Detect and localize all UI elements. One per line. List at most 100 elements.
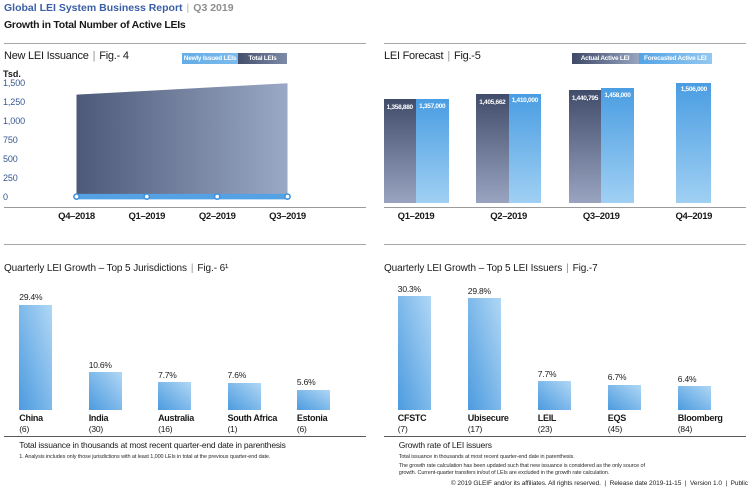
report-header: Global LEI System Business Report | Q3 201…: [4, 3, 234, 14]
fig5-title-text: LEI Forecast: [384, 50, 444, 62]
fig7-note-growth-rate: The growth rate calculation has been upd…: [398, 463, 645, 476]
fig4-ytick-250: 250: [3, 173, 18, 184]
fig4-fig-label: Fig.- 4: [99, 50, 129, 62]
fig7-category-4: Bloomberg: [677, 412, 723, 423]
newly-issued-marker-3: [284, 193, 291, 200]
fig4-ytick-0: 0: [3, 192, 8, 203]
fig6-caption-rule: [4, 436, 366, 437]
fig5-actual-bar-0: 1,358,880: [383, 99, 416, 204]
fig5-actual-value-0: 1,358,880: [386, 103, 414, 111]
fig6-title-pipe: |: [190, 262, 194, 274]
fig5-xlabel-1: Q2–2019: [490, 210, 527, 222]
newly-issued-markers: [73, 193, 291, 200]
fig7-title-text: Quarterly LEI Growth – Top 5 LEI Issuers: [384, 262, 563, 274]
fig6-count-4: (6): [296, 423, 307, 434]
fig4-xlabel-3: Q3–2019: [269, 210, 306, 222]
fig5-forecast-value-1: 1,410,000: [511, 97, 539, 105]
fig5-forecast-bar-0: 1,357,000: [416, 99, 449, 204]
fig7-category-0: CFSTC: [397, 412, 427, 423]
fig7-category-1: Ubisecure: [467, 412, 509, 423]
fig6-category-2: Australia: [158, 412, 194, 423]
fig5-forecast-value-3: 1,506,000: [680, 86, 708, 94]
fig7-note-parenthesis: Total issuance in thousands at most rece…: [398, 454, 575, 460]
fig7-value-1: 29.8%: [467, 285, 491, 296]
fig5-legend-actual: Actual Active LEI: [571, 52, 639, 64]
fig5-xlabel-0: Q1–2019: [397, 210, 435, 222]
fig5-xlabel-2: Q3–2019: [582, 210, 620, 222]
fig5-legend-forecast-label: Forecasted Active LEI: [644, 54, 707, 62]
fig7-top-rule: [384, 244, 746, 246]
fig6-value-2: 7.7%: [158, 369, 177, 380]
fig7-caption-rule: [384, 436, 746, 437]
fig4-area-chart: [73, 83, 291, 200]
fig5-xlabel-3: Q4–2019: [675, 210, 713, 222]
fig4-legend-newly-issued: Newly Issued LEIs: [182, 52, 238, 64]
fig4-ytick-1000: 1,000: [3, 116, 26, 126]
fig6-value-4: 5.6%: [296, 377, 316, 388]
fig4-legend-total: Total LEIs: [238, 52, 287, 64]
fig7-value-0: 30.3%: [397, 283, 421, 294]
header-rule-left: [4, 43, 366, 44]
fig4-ytick-1500: 1,500: [3, 77, 26, 88]
fig4-xlabel-1: Q1–2019: [128, 210, 166, 222]
page-footer: © 2019 GLEIF and/or its affiliates. All …: [450, 480, 748, 487]
fig6-value-0: 29.4%: [19, 292, 43, 303]
fig5-title-pipe: |: [447, 50, 450, 62]
fig7-count-3: (45): [607, 423, 623, 434]
fig5-forecast-bar-3: 1,506,000: [676, 82, 712, 204]
fig7-category-3: EQS: [607, 412, 626, 423]
total-leis-area: [76, 83, 288, 195]
fig5-fig-label: Fig.-5: [453, 50, 481, 62]
fig5-actual-bar-2: 1,440,795: [568, 90, 602, 204]
header-separator: |: [186, 2, 190, 14]
fig4-title: New LEI Issuance | Fig.- 4: [4, 50, 129, 62]
fig7-value-2: 7.7%: [537, 368, 557, 379]
fig5-forecast-bar-2: 1,458,000: [601, 88, 634, 204]
fig4-ytick-750: 750: [3, 135, 18, 146]
fig5-forecast-value-2: 1,458,000: [604, 91, 631, 99]
fig5-x-axis-line: [384, 207, 746, 209]
fig5-actual-value-1: 1,405,662: [479, 98, 506, 106]
fig4-y-axis-unit: Tsd.: [3, 69, 21, 79]
fig6-category-0: China: [19, 412, 43, 423]
fig5-forecast-value-0: 1,357,000: [419, 102, 446, 110]
fig6-value-1: 10.6%: [88, 359, 112, 370]
fig7-title: Quarterly LEI Growth – Top 5 LEI Issuers…: [384, 262, 598, 274]
fig5-actual-value-2: 1,440,795: [571, 94, 599, 102]
fig4-title-pipe: |: [92, 50, 96, 62]
fig7-category-2: LEIL: [537, 412, 557, 423]
fig7-bar-eqs: [607, 384, 641, 410]
fig6-count-2: (16): [158, 423, 173, 434]
report-title: Global LEI System Business Report: [4, 2, 183, 14]
newly-issued-marker-2: [213, 193, 221, 200]
fig6-count-0: (6): [19, 423, 30, 434]
fig4-legend-total-label: Total LEIs: [248, 54, 277, 62]
fig4-ytick-500: 500: [3, 154, 18, 165]
fig7-caption: Growth rate of LEI issuers: [398, 439, 492, 450]
fig6-category-4: Estonia: [296, 412, 328, 423]
fig7-value-4: 6.4%: [677, 373, 697, 384]
fig7-fig-label: Fig.-7: [572, 262, 598, 274]
fig6-bar-estonia: [296, 389, 330, 410]
header-rule-right: [384, 43, 746, 44]
fig4-legend-newly-issued-label: Newly Issued LEIs: [183, 54, 237, 62]
fig6-bar-india: [88, 372, 122, 410]
fig6-category-3: South Africa: [227, 412, 278, 423]
fig7-bar-cfstc: [397, 296, 431, 410]
fig6-top-rule: [4, 244, 366, 246]
fig7-count-0: (7): [397, 423, 408, 434]
fig7-count-1: (17): [467, 423, 483, 434]
fig6-bar-china: [19, 304, 53, 410]
fig6-title: Quarterly LEI Growth – Top 5 Jurisdictio…: [4, 262, 228, 274]
fig6-count-3: (1): [227, 423, 238, 434]
fig7-value-3: 6.7%: [607, 372, 627, 383]
fig7-bar-ubisecure: [467, 298, 501, 410]
fig6-title-text: Quarterly LEI Growth – Top 5 Jurisdictio…: [4, 262, 187, 274]
fig6-footnote: 1. Analysis includes only those jurisdic…: [19, 454, 271, 460]
newly-issued-marker-1: [143, 193, 151, 200]
fig4-x-axis-line: [4, 207, 366, 209]
fig4-ytick-1250: 1,250: [3, 96, 26, 107]
fig7-bar-leil: [537, 381, 571, 410]
page-title: Growth in Total Number of Active LEIs: [4, 19, 186, 31]
